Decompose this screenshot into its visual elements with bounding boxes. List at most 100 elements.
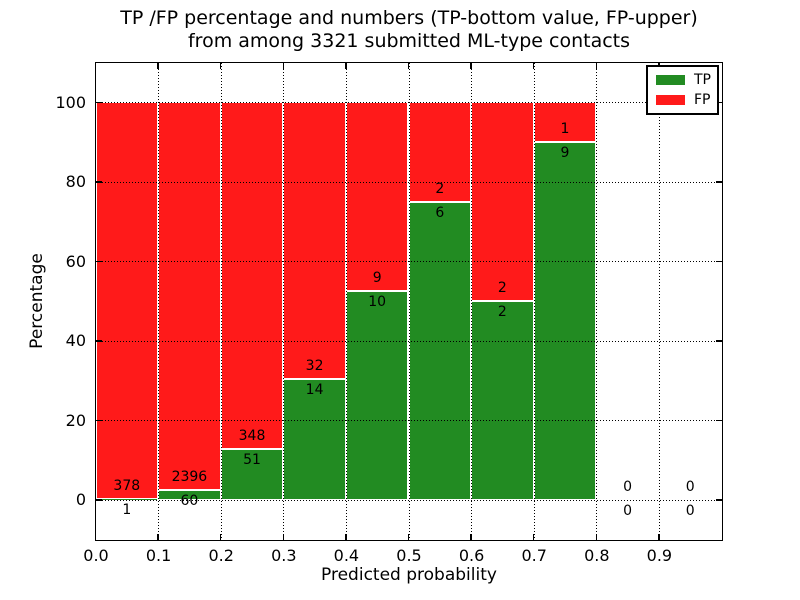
bar-fp-segment [471,102,534,301]
legend-entry-fp: FP [656,93,717,107]
x-tick-mark [407,533,410,540]
x-tick-label: 0.8 [584,546,610,565]
legend-label-fp: FP [694,92,711,108]
y-tick-label: 0 [75,490,86,510]
tp-count-label: 60 [180,493,199,510]
tp-count-label: 6 [435,204,445,221]
tp-color-swatch [656,75,685,85]
fp-count-label: 32 [305,357,324,374]
tp-count-label: 10 [368,293,387,310]
tp-count-label: 0 [623,502,633,519]
fp-count-label: 9 [372,269,382,286]
x-tick-mark [532,62,535,69]
x-tick-mark [345,533,347,540]
x-gridline [158,62,160,540]
chart-title-line2: from among 3321 submitted ML-type contac… [187,30,631,52]
x-tick-label: 0.7 [521,546,547,565]
y-tick-mark [95,419,102,421]
bar-fp-segment [220,102,284,449]
x-tick-mark [345,62,347,69]
fp-count-label: 1 [560,121,570,137]
y-tick-mark [95,340,102,342]
x-gridline [408,62,410,540]
y-tick-mark [95,181,102,183]
y-tick-label: 40 [65,331,86,351]
x-axis-label: Predicted probability [321,565,497,585]
tp-count-label: 51 [243,451,261,468]
fp-count-label: 0 [623,478,633,495]
legend-label-tp: TP [694,72,711,88]
fp-count-label: 2 [435,180,445,197]
bar-fp-segment [283,102,346,379]
bar-tp-segment [220,448,284,500]
bar-fp-segment [95,102,159,499]
y-tick-mark [715,499,722,501]
x-gridline [533,62,535,540]
x-tick-mark [282,62,285,69]
bar-fp-segment [408,102,472,202]
x-tick-mark [532,533,535,540]
y-tick-mark [95,499,102,501]
x-gridline [596,62,598,540]
x-tick-mark [407,62,410,69]
y-tick-mark [715,181,722,183]
bar-fp-segment [533,102,597,142]
bar-fp-segment [158,102,221,491]
x-tick-label: 0.5 [396,546,422,565]
tp-count-label: 1 [122,501,132,518]
legend: TP FP [646,65,719,115]
y-tick-label: 100 [55,92,86,112]
fp-count-label: 378 [113,477,141,494]
legend-entry-tp: TP [656,73,717,87]
fp-count-label: 348 [238,427,266,444]
y-tick-mark [715,419,722,421]
bar-tp-segment [471,301,534,500]
x-tick-mark [658,533,660,540]
y-tick-mark [715,340,722,342]
x-gridline [471,62,473,540]
bar-fp-segment [345,102,409,291]
x-gridline [220,62,222,540]
tp-count-label: 14 [305,381,324,398]
x-tick-mark [219,62,222,69]
x-tick-mark [157,533,159,540]
x-tick-label: 0.0 [83,546,109,565]
y-tick-label: 60 [65,251,86,271]
x-tick-mark [219,533,222,540]
x-tick-label: 0.4 [333,546,360,565]
x-gridline [658,62,660,540]
x-tick-mark [595,533,598,540]
fp-color-swatch [656,95,685,105]
y-tick-mark [95,101,102,103]
y-tick-label: 80 [65,172,86,192]
fp-count-label: 0 [685,478,695,495]
chart-title: TP /FP percentage and numbers (TP-bottom… [96,7,722,53]
tp-count-label: 2 [497,304,507,320]
x-tick-mark [94,62,97,69]
x-tick-label: 0.2 [208,546,234,565]
x-gridline [345,62,347,540]
tp-count-label: 9 [560,145,570,161]
x-gridline [283,62,285,540]
fp-count-label: 2396 [171,469,208,486]
chart-title-line1: TP /FP percentage and numbers (TP-bottom… [120,7,698,29]
bar-tp-segment [345,290,409,500]
x-tick-mark [94,533,97,540]
x-tick-mark [470,62,472,69]
bar-tp-segment [533,142,597,500]
x-tick-mark [157,62,159,69]
x-tick-label: 0.1 [145,546,172,565]
x-tick-label: 0.6 [458,546,485,565]
x-tick-mark [282,533,285,540]
x-tick-label: 0.3 [271,546,297,565]
tp-count-label: 0 [685,502,695,519]
x-tick-label: 0.9 [646,546,673,565]
bar-tp-segment [408,201,472,500]
y-tick-mark [715,260,722,262]
plot-area: 378 1 2396 60 348 51 32 14 9 10 2 6 2 2 1 9 0 0 0 0 [94,61,723,541]
x-tick-mark [470,533,472,540]
y-tick-label: 20 [65,410,86,430]
fp-count-label: 2 [497,280,507,296]
x-tick-mark [595,62,598,69]
